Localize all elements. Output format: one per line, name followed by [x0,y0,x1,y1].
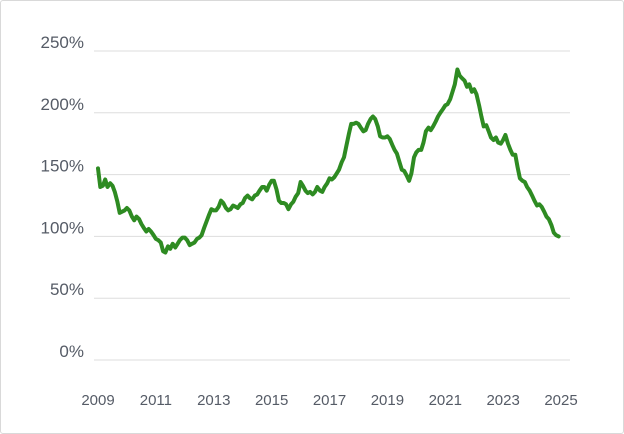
x-tick-label: 2009 [81,392,114,409]
x-axis-ticks: 2009 2011 2013 2015 2017 2019 2021 2023 2025 [81,392,577,409]
x-tick-label: 2017 [313,392,346,409]
x-tick-label: 2023 [486,392,519,409]
y-axis-ticks: 0% 50% 100% 150% 200% 250% [41,33,84,361]
y-tick-label: 50% [50,280,84,299]
y-tick-label: 250% [41,33,84,52]
x-tick-label: 2011 [140,392,172,409]
x-tick-label: 2025 [544,392,577,409]
x-tick-label: 2015 [255,392,288,409]
x-tick-label: 2013 [197,392,230,409]
y-tick-label: 200% [41,95,84,114]
x-tick-label: 2019 [371,392,404,409]
y-tick-label: 150% [41,157,84,176]
series-line-0 [96,67,561,255]
y-tick-label: 100% [41,218,84,237]
y-tick-label: 0% [59,342,84,361]
series-group [96,67,561,255]
gridlines [94,50,570,361]
x-tick-label: 2021 [429,392,462,409]
